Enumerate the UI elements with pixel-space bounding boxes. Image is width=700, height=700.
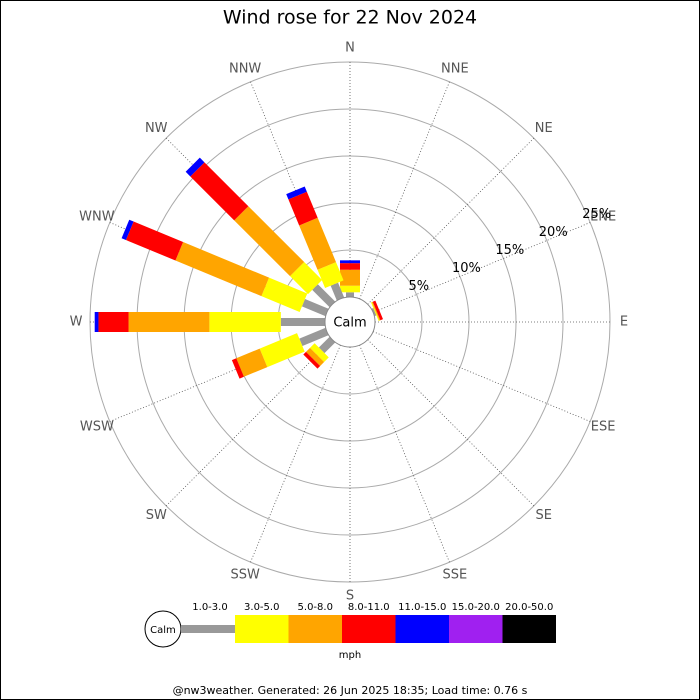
direction-label: E bbox=[620, 315, 628, 330]
direction-label: SE bbox=[536, 508, 552, 523]
wind-segment bbox=[280, 318, 325, 326]
wind-segment bbox=[259, 333, 305, 368]
spoke bbox=[367, 339, 535, 507]
ring-label: 10% bbox=[452, 261, 481, 276]
wind-segment bbox=[261, 277, 308, 312]
legend-label: 11.0-15.0 bbox=[398, 602, 446, 613]
direction-label: W bbox=[70, 315, 83, 330]
wind-segment bbox=[231, 358, 244, 379]
legend-label: 1.0-3.0 bbox=[192, 602, 227, 613]
spoke bbox=[372, 331, 591, 422]
wind-segment bbox=[234, 206, 305, 277]
ring-label: 5% bbox=[409, 279, 430, 294]
ring-label: 25% bbox=[582, 207, 611, 222]
wind-segment bbox=[209, 312, 281, 332]
wind-segment bbox=[125, 221, 184, 261]
legend-swatch bbox=[342, 615, 396, 643]
wind-segment bbox=[371, 308, 377, 317]
legend-label: 15.0-20.0 bbox=[452, 602, 500, 613]
wind-segment bbox=[330, 282, 345, 301]
direction-label: WSW bbox=[80, 419, 114, 434]
wind-segment bbox=[340, 260, 360, 264]
spoke bbox=[359, 81, 450, 300]
legend-unit: mph bbox=[339, 650, 361, 661]
legend-swatch bbox=[181, 625, 235, 633]
wind-segment bbox=[128, 312, 210, 332]
spoke bbox=[359, 344, 450, 563]
ring-label: 15% bbox=[495, 243, 524, 258]
direction-label: NNW bbox=[229, 61, 261, 76]
legend-label: 3.0-5.0 bbox=[244, 602, 279, 613]
wind-segment bbox=[305, 347, 325, 367]
wind-segment bbox=[371, 301, 381, 321]
direction-label: SSE bbox=[442, 568, 467, 583]
direction-label: WNW bbox=[79, 210, 115, 225]
wind-segment bbox=[301, 299, 329, 317]
legend-swatch bbox=[449, 615, 503, 643]
legend-swatch bbox=[235, 615, 289, 643]
direction-label: NW bbox=[145, 121, 168, 136]
wind-segment bbox=[94, 312, 99, 332]
spoke bbox=[250, 344, 341, 563]
wind-segment bbox=[303, 351, 321, 369]
legend-swatch bbox=[395, 615, 449, 643]
calm-label: Calm bbox=[333, 316, 366, 331]
wind-segment bbox=[299, 327, 329, 347]
chart-title: Wind rose for 22 Nov 2024 bbox=[223, 7, 477, 29]
footer: @nw3weather. Generated: 26 Jun 2025 18:3… bbox=[173, 684, 528, 697]
wind-segment bbox=[236, 348, 268, 377]
direction-label: N bbox=[345, 41, 355, 56]
spoke bbox=[372, 222, 591, 313]
legend-label: 8.0-11.0 bbox=[348, 602, 390, 613]
wind-segment bbox=[309, 343, 329, 363]
legend-label: 20.0-50.0 bbox=[505, 602, 553, 613]
legend-calm-label: Calm bbox=[150, 625, 176, 636]
direction-label: NE bbox=[535, 121, 553, 136]
wind-segment bbox=[371, 302, 380, 321]
wind-segment bbox=[340, 263, 360, 270]
legend-label: 5.0-8.0 bbox=[298, 602, 333, 613]
wind-segment bbox=[340, 285, 360, 293]
legend: Calm mph 1.0-3.0 3.0-5.0 5.0-8.0 8.0-11.0 11… bbox=[144, 602, 556, 661]
legend-swatch bbox=[288, 615, 342, 643]
direction-label: ENE bbox=[590, 210, 616, 225]
wind-segment bbox=[185, 157, 205, 177]
rose: N NNE NE ENE E ESE SE SSE S SSW SW WSW W WNW NW NNW 5% 10… bbox=[70, 41, 629, 604]
wind-segment bbox=[317, 262, 344, 288]
wind-segment bbox=[346, 292, 354, 297]
direction-label: ESE bbox=[591, 419, 616, 434]
wind-segment bbox=[121, 219, 134, 241]
wind-segment bbox=[372, 300, 384, 321]
legend-swatch bbox=[502, 615, 556, 643]
wind-segment bbox=[175, 242, 270, 297]
direction-label: SSW bbox=[230, 568, 260, 583]
bars bbox=[94, 157, 384, 379]
ring-label: 20% bbox=[539, 225, 568, 240]
direction-label: S bbox=[346, 589, 354, 604]
direction-label: NNE bbox=[441, 61, 469, 76]
wind-segment bbox=[190, 162, 249, 221]
wind-segment bbox=[318, 336, 336, 354]
wind-segment bbox=[312, 284, 336, 308]
spoke bbox=[367, 137, 535, 305]
spoke bbox=[165, 339, 333, 507]
wind-segment bbox=[288, 191, 318, 226]
wind-segment bbox=[340, 269, 360, 286]
wind-segment bbox=[98, 312, 129, 332]
wind-segment bbox=[286, 186, 307, 200]
wind-segment bbox=[299, 217, 337, 270]
wind-segment bbox=[290, 262, 323, 295]
calm-circle bbox=[324, 296, 376, 348]
direction-label: SW bbox=[146, 508, 167, 523]
